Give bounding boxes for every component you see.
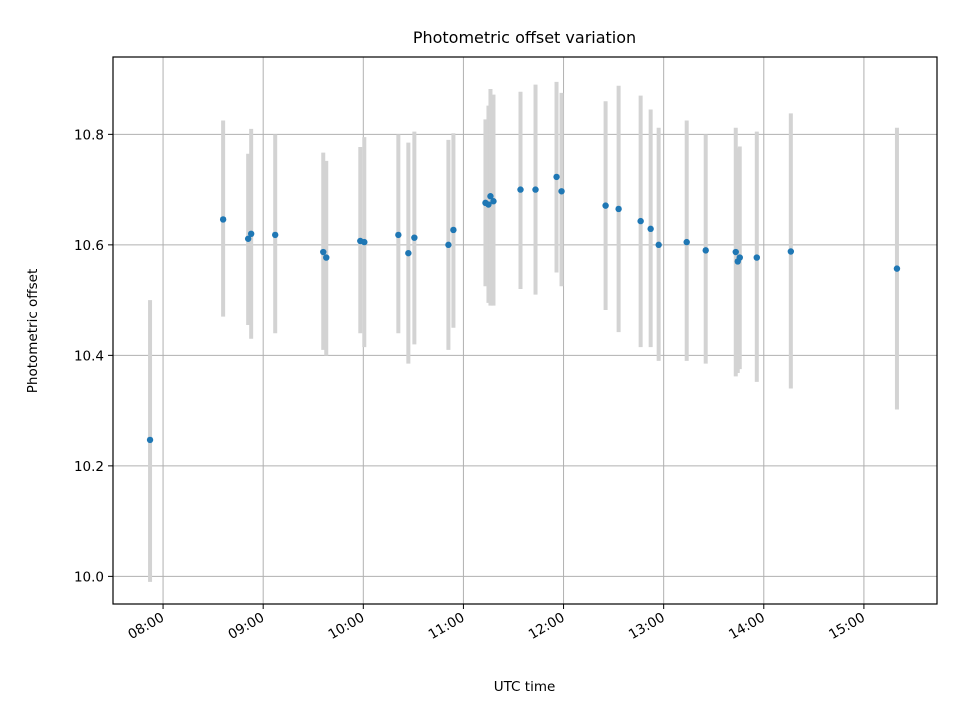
x-tick-label: 14:00 xyxy=(726,610,768,643)
data-point xyxy=(736,254,743,261)
data-point xyxy=(532,186,539,193)
data-point xyxy=(647,225,654,233)
y-tick-label: 10.6 xyxy=(74,238,104,254)
data-point xyxy=(637,217,644,225)
data-point xyxy=(405,249,412,257)
data-point xyxy=(323,254,330,261)
data-points xyxy=(146,173,901,444)
data-point xyxy=(602,202,609,209)
x-axis-label: UTC time xyxy=(494,679,556,695)
y-tick-label: 10.2 xyxy=(74,459,104,475)
x-tick-label: 13:00 xyxy=(626,610,668,643)
x-tick-label: 10:00 xyxy=(326,610,368,643)
grid-lines xyxy=(113,57,937,604)
data-point xyxy=(450,226,457,234)
x-tick-label: 09:00 xyxy=(225,610,267,643)
y-tick-label: 10.8 xyxy=(74,127,104,143)
data-point xyxy=(615,205,622,213)
data-point xyxy=(247,230,255,238)
x-tick-label: 12:00 xyxy=(526,610,568,643)
data-point xyxy=(787,248,795,255)
data-point xyxy=(558,188,565,195)
data-point xyxy=(753,254,760,261)
data-point xyxy=(445,241,452,249)
data-point xyxy=(244,235,252,242)
data-point xyxy=(683,238,690,246)
data-point xyxy=(517,186,524,193)
data-point xyxy=(361,238,368,246)
x-tick-label: 15:00 xyxy=(826,610,868,643)
x-tick-label: 08:00 xyxy=(125,610,167,643)
data-point xyxy=(271,231,279,239)
data-point xyxy=(487,193,494,200)
data-point xyxy=(485,201,492,208)
x-axis-ticks: 08:00 09:00 10:00 11:00 12:00 13:00 14:00 15:00 xyxy=(125,604,868,643)
plot-frame xyxy=(112,56,938,605)
data-point xyxy=(320,248,327,256)
chart-title: Photometric offset variation xyxy=(413,28,636,47)
data-point xyxy=(553,173,560,181)
data-point xyxy=(146,436,154,444)
y-tick-label: 10.4 xyxy=(74,348,104,364)
error-bars xyxy=(148,81,899,582)
data-point xyxy=(655,241,662,249)
data-point xyxy=(395,231,402,239)
data-point xyxy=(893,265,901,272)
y-axis-ticks: 10.0 10.2 10.4 10.6 10.8 xyxy=(74,127,113,585)
y-tick-label: 10.0 xyxy=(74,569,104,585)
data-point xyxy=(219,216,227,223)
data-point xyxy=(411,234,418,241)
data-point xyxy=(732,248,739,256)
data-point xyxy=(702,247,709,254)
x-tick-label: 11:00 xyxy=(426,610,468,643)
y-axis-label: Photometric offset xyxy=(25,269,41,393)
data-point xyxy=(490,198,497,205)
